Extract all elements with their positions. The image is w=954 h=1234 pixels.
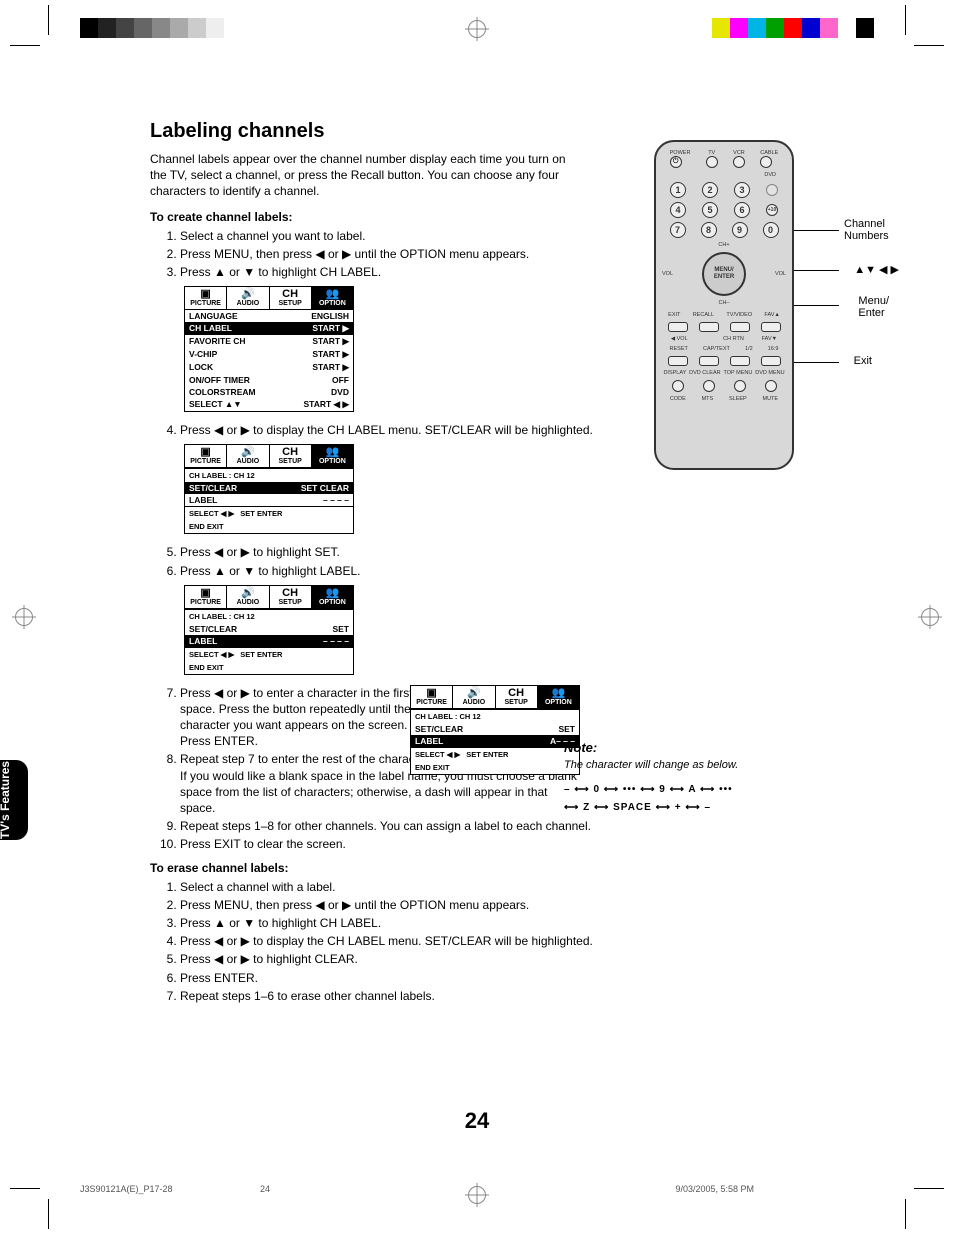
menu2-body: SET/CLEARSET CLEARLABEL– – – – [185,482,353,506]
page-number: 24 [465,1108,489,1134]
annot-channel-numbers: Channel Numbers [844,218,914,242]
color-bar-right [712,18,874,38]
menu4-body: SET/CLEARSETLABELA– – – [411,723,579,747]
menu-screenshot-3: ▣PICTURE🔊AUDIOCHSETUP👥OPTION CH LABEL : … [184,585,354,675]
remote-illustration: POWER⏻ TV VCR CABLE DVD 123 456+10 7890 … [654,140,794,470]
erase-steps: Select a channel with a label. Press MEN… [180,879,600,1004]
menu-screenshot-4: ▣PICTURE🔊AUDIOCHSETUP👥OPTION CH LABEL : … [410,685,580,775]
steps-9-10: Repeat steps 1–8 for other channels. You… [180,818,600,852]
annot-arrows: ▲▼ ◀ ▶ [854,263,899,276]
erase-heading: To erase channel labels: [150,861,894,875]
footer-date: 9/03/2005, 5:58 PM [675,1184,754,1194]
footer-filename: J3S90121A(E)_P17-28 [80,1184,173,1194]
menu-tabs-3: ▣PICTURE🔊AUDIOCHSETUP👥OPTION [185,586,353,609]
page-title: Labeling channels [150,120,894,143]
menu-tabs: ▣PICTURE🔊AUDIOCHSETUP👥OPTION [185,287,353,310]
step-4: Press ◀ or ▶ to display the CH LABEL men… [180,422,600,438]
footer-page: 24 [260,1184,270,1194]
steps-5-6: Press ◀ or ▶ to highlight SET. Press ▲ o… [180,544,600,578]
create-steps-1-3: Select a channel you want to label. Pres… [180,228,600,281]
menu3-body: SET/CLEARSETLABEL– – – – [185,623,353,647]
menu-tabs-2: ▣PICTURE🔊AUDIOCHSETUP👥OPTION [185,445,353,468]
menu-tabs-4: ▣PICTURE🔊AUDIOCHSETUP👥OPTION [411,686,579,709]
color-bar-left [80,18,242,38]
steps-7-8: Press ◀ or ▶ to enter a character in the… [180,685,440,817]
menu-screenshot-1: ▣PICTURE🔊AUDIOCHSETUP👥OPTION LANGUAGEENG… [184,286,354,412]
intro-text: Channel labels appear over the channel n… [150,151,580,200]
menu-screenshot-2: ▣PICTURE🔊AUDIOCHSETUP👥OPTION CH LABEL : … [184,444,354,534]
note-block: Note: The character will change as below… [564,740,814,817]
menu1-body: LANGUAGEENGLISHCH LABELSTART ▶FAVORITE C… [185,310,353,411]
annot-menu-enter: Menu/ Enter [858,295,889,319]
section-tab: Using the TV's Features [0,760,28,840]
annot-exit: Exit [854,355,872,367]
